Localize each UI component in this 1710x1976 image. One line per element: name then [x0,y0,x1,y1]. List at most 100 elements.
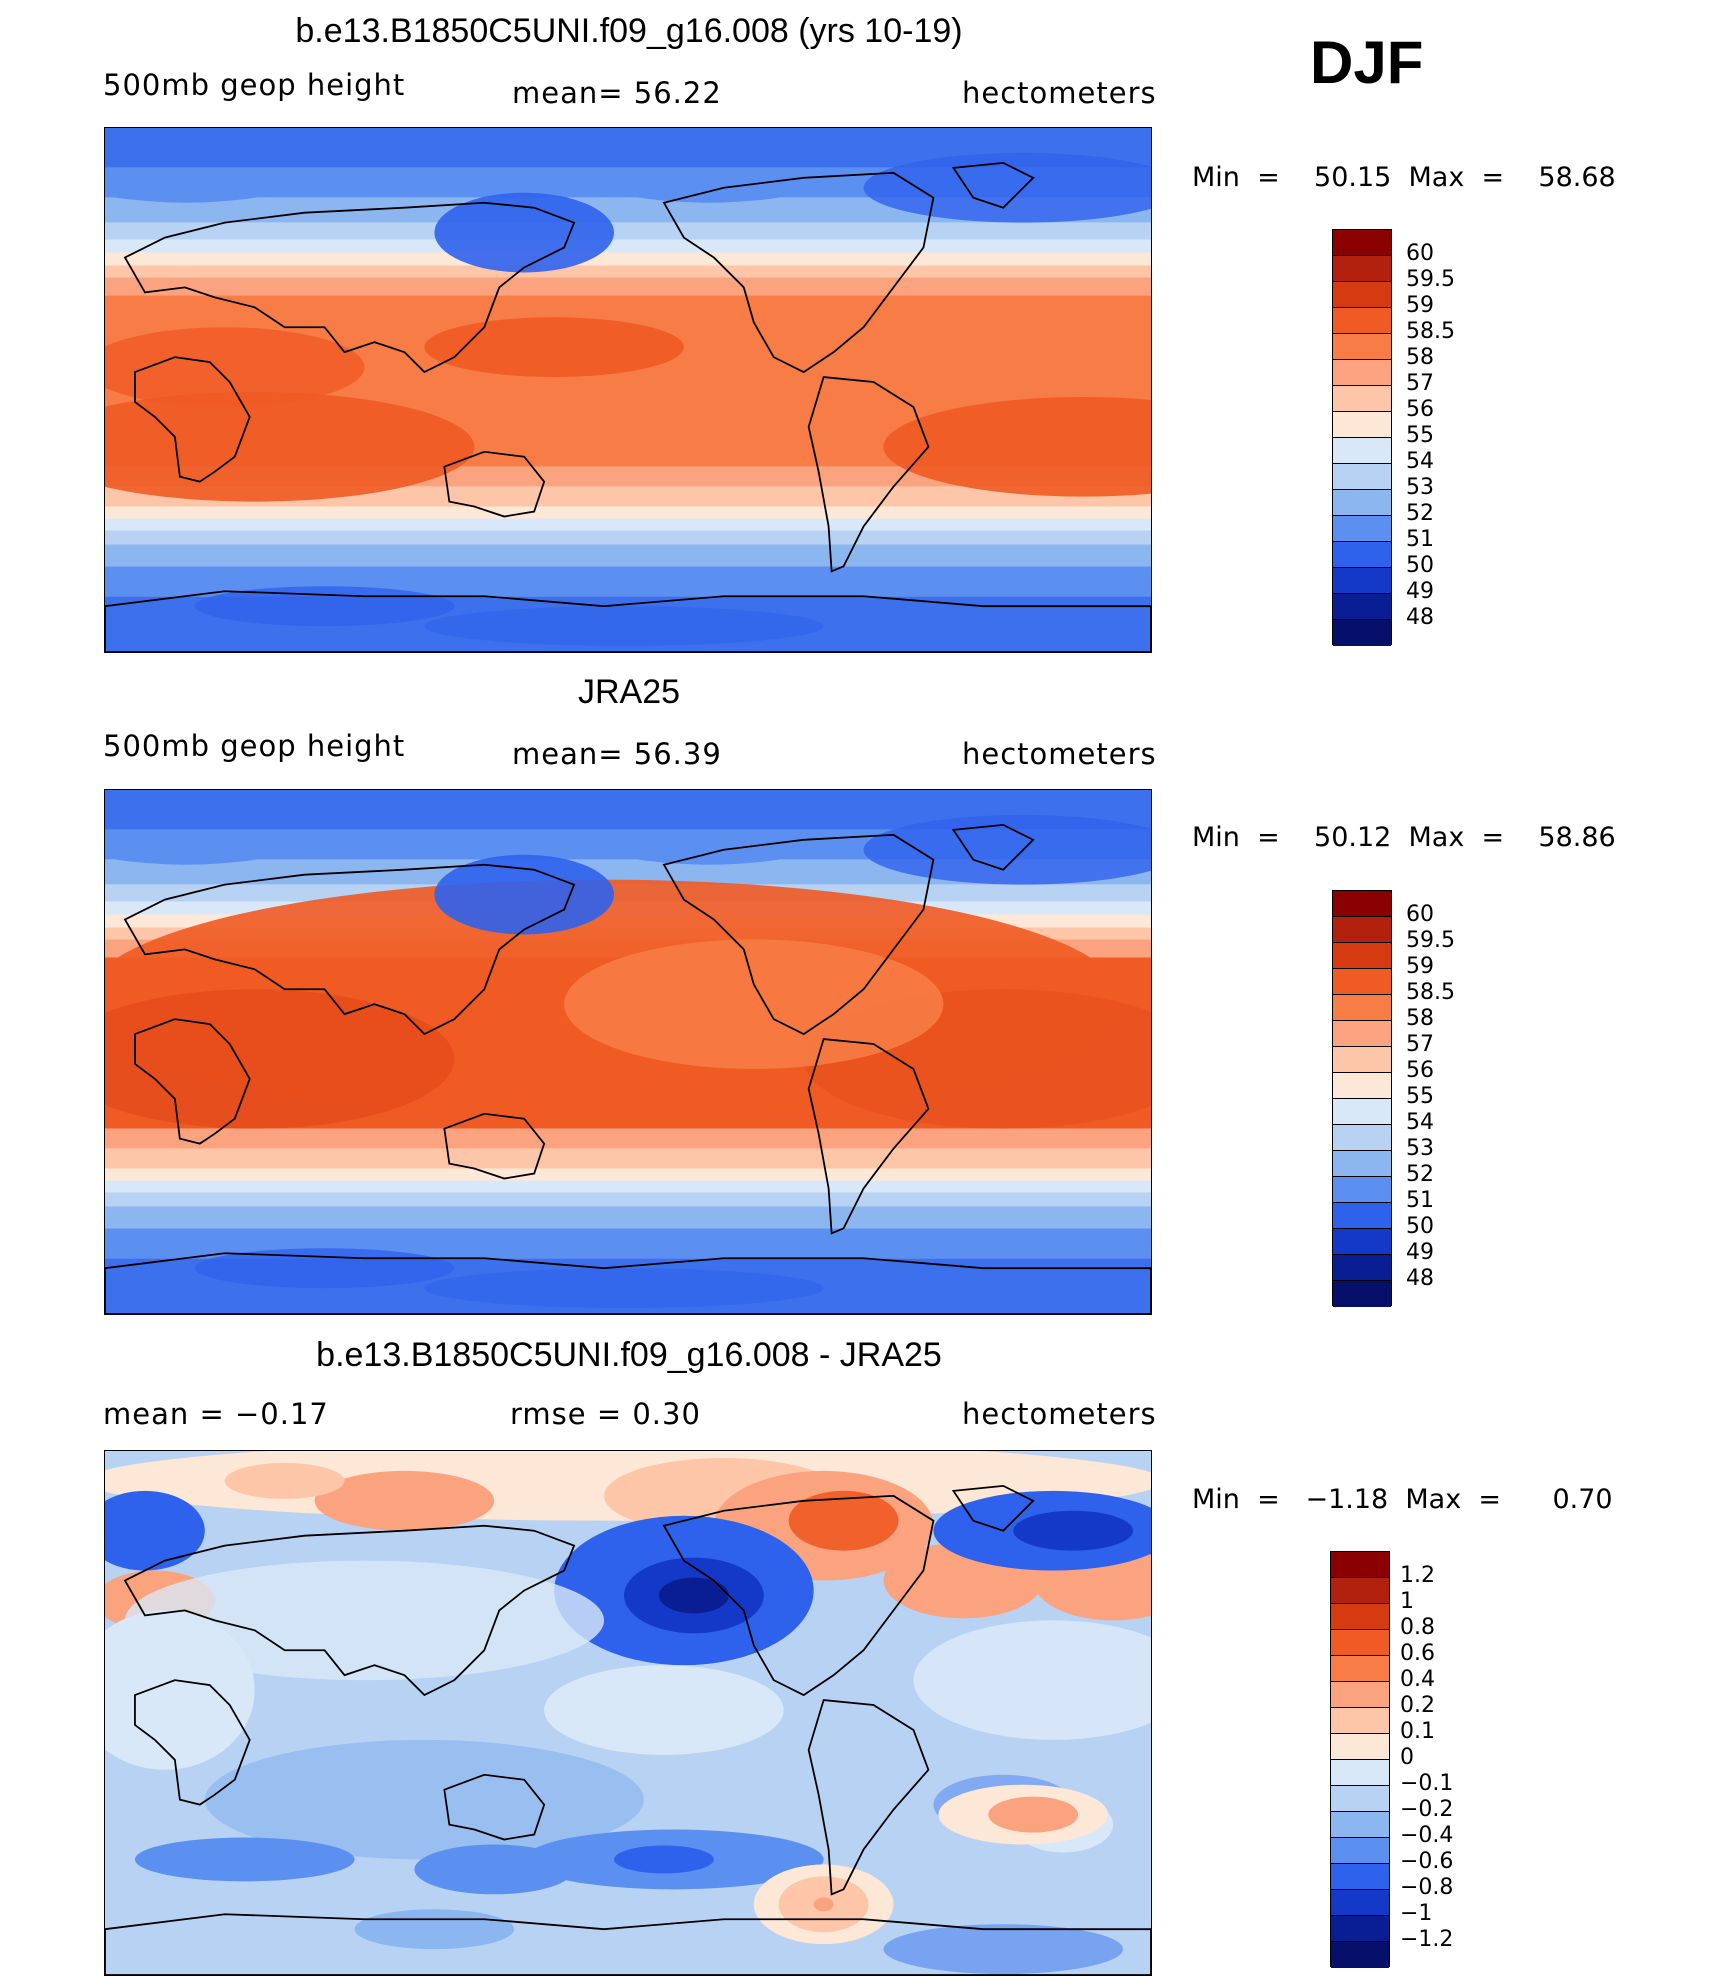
colorbar-swatch [1331,1734,1389,1760]
colorbar-swatch [1331,1656,1389,1682]
colorbar-swatch [1333,891,1391,917]
panel-3-units: hectometers [962,1397,1157,1431]
colorbar-swatch [1331,1708,1389,1734]
colorbar-swatch [1331,1942,1389,1968]
colorbar-tick-label: 0 [1400,1745,1414,1770]
colorbar-tick-label: 59.5 [1406,267,1455,292]
panel-1-min-max: Min = 50.15 Max = 58.68 [1192,162,1616,193]
colorbar-tick-label: 54 [1406,449,1434,474]
panel-1-colorbar [1332,229,1392,646]
colorbar-tick-label: 54 [1406,1110,1434,1135]
colorbar-tick-label: 56 [1406,1058,1434,1083]
colorbar-swatch [1333,1255,1391,1281]
panel-3-colorbar-labels: 1.2 1 0.8 0.6 0.4 0.2 0.1 0 −0.1 −0.2 −0.4 −0.6 −0.8… [1400,1551,1490,1967]
colorbar-swatch [1333,620,1391,646]
colorbar-swatch [1333,594,1391,620]
colorbar-tick-label: 53 [1406,475,1434,500]
colorbar-tick-label: 52 [1406,1162,1434,1187]
panel-2-title: JRA25 [577,673,681,711]
colorbar-tick-label: −1.2 [1400,1927,1454,1952]
colorbar-swatch [1333,1125,1391,1151]
colorbar-tick-label: 55 [1406,423,1434,448]
colorbar-swatch [1331,1578,1389,1604]
colorbar-swatch [1331,1838,1389,1864]
colorbar-swatch [1333,969,1391,995]
colorbar-swatch [1331,1916,1389,1942]
colorbar-swatch [1331,1812,1389,1838]
panel-2-mean: mean= 56.39 [512,737,722,771]
panel-1-mean: mean= 56.22 [512,76,722,110]
panel-1-variable-label: 500mb geop height [103,68,406,102]
colorbar-tick-label: −0.2 [1400,1797,1454,1822]
colorbar-swatch [1333,516,1391,542]
colorbar-swatch [1331,1552,1389,1578]
colorbar-swatch [1333,360,1391,386]
colorbar-tick-label: 57 [1406,371,1434,396]
colorbar-swatch [1333,943,1391,969]
panel-3-colorbar [1330,1551,1390,1968]
colorbar-swatch [1333,542,1391,568]
panel-3-map [104,1450,1152,1976]
panel-3-title: b.e13.B1850C5UNI.f09_g16.008 - JRA25 [316,1336,942,1374]
colorbar-tick-label: 60 [1406,902,1434,927]
panel-3-min-max: Min = −1.18 Max = 0.70 [1192,1484,1613,1515]
colorbar-tick-label: 59.5 [1406,928,1455,953]
colorbar-tick-label: 51 [1406,527,1434,552]
panel-2-map [104,789,1152,1315]
colorbar-swatch [1333,1151,1391,1177]
panel-1-title: b.e13.B1850C5UNI.f09_g16.008 (yrs 10-19) [295,12,963,50]
colorbar-swatch [1333,1099,1391,1125]
colorbar-swatch [1331,1786,1389,1812]
colorbar-tick-label: 58.5 [1406,319,1455,344]
panel-2-min-max: Min = 50.12 Max = 58.86 [1192,822,1616,853]
colorbar-tick-label: 58 [1406,1006,1434,1031]
colorbar-swatch [1331,1760,1389,1786]
colorbar-tick-label: 49 [1406,1240,1434,1265]
colorbar-tick-label: 48 [1406,1266,1434,1291]
colorbar-tick-label: 59 [1406,954,1434,979]
colorbar-tick-label: 56 [1406,397,1434,422]
colorbar-swatch [1333,230,1391,256]
colorbar-tick-label: 58.5 [1406,980,1455,1005]
colorbar-swatch [1333,1229,1391,1255]
colorbar-tick-label: 49 [1406,579,1434,604]
season-label: DJF [1310,29,1424,96]
colorbar-swatch [1331,1604,1389,1630]
colorbar-tick-label: −0.4 [1400,1823,1454,1848]
colorbar-swatch [1333,464,1391,490]
colorbar-swatch [1333,490,1391,516]
colorbar-tick-label: 0.8 [1400,1615,1435,1640]
colorbar-swatch [1333,412,1391,438]
colorbar-swatch [1333,917,1391,943]
colorbar-swatch [1333,256,1391,282]
colorbar-swatch [1333,1021,1391,1047]
colorbar-tick-label: 0.2 [1400,1693,1435,1718]
colorbar-tick-label: −0.8 [1400,1875,1454,1900]
panel-1-units: hectometers [962,76,1157,110]
panel-1-colorbar-labels: 60 59.5 59 58.5 58 57 56 55 54 53 52 51 50 49 48 [1406,229,1486,645]
colorbar-swatch [1331,1864,1389,1890]
colorbar-swatch [1331,1682,1389,1708]
colorbar-tick-label: 51 [1406,1188,1434,1213]
colorbar-tick-label: 53 [1406,1136,1434,1161]
panel-2-variable-label: 500mb geop height [103,729,406,763]
panel-2-colorbar-labels: 60 59.5 59 58.5 58 57 56 55 54 53 52 51 50 49 48 [1406,890,1486,1306]
colorbar-tick-label: −0.1 [1400,1771,1454,1796]
colorbar-swatch [1333,308,1391,334]
panel-1-map [104,127,1152,653]
colorbar-swatch [1333,334,1391,360]
panel-2-colorbar [1332,890,1392,1307]
colorbar-swatch [1331,1890,1389,1916]
colorbar-tick-label: 1 [1400,1589,1414,1614]
colorbar-tick-label: 55 [1406,1084,1434,1109]
panel-3-mean: mean = −0.17 [103,1397,329,1431]
colorbar-swatch [1333,995,1391,1021]
colorbar-tick-label: −1 [1400,1901,1433,1926]
colorbar-tick-label: 0.4 [1400,1667,1435,1692]
colorbar-swatch [1333,1177,1391,1203]
colorbar-swatch [1333,438,1391,464]
colorbar-tick-label: 0.6 [1400,1641,1435,1666]
colorbar-tick-label: 1.2 [1400,1563,1435,1588]
colorbar-tick-label: 57 [1406,1032,1434,1057]
colorbar-tick-label: 58 [1406,345,1434,370]
